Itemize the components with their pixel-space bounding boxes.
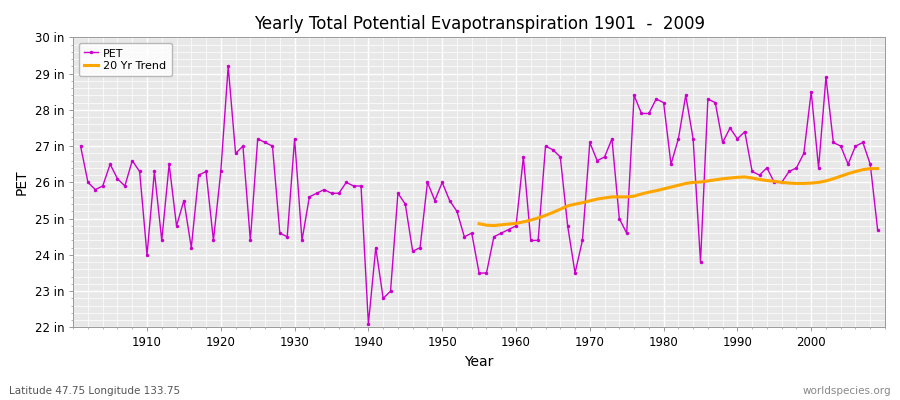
20 Yr Trend (629, 194, 640, 198)
20 Yr Trend (473, 221, 484, 226)
Text: worldspecies.org: worldspecies.org (803, 386, 891, 396)
Legend: PET, 20 Yr Trend: PET, 20 Yr Trend (79, 43, 172, 76)
PET (872, 227, 883, 232)
20 Yr Trend (526, 218, 536, 222)
20 Yr Trend (865, 166, 876, 171)
20 Yr Trend (577, 200, 588, 205)
PET (304, 194, 315, 199)
Line: PET: PET (79, 65, 878, 325)
PET (614, 216, 625, 221)
Y-axis label: PET: PET (15, 170, 29, 195)
PET (348, 184, 359, 188)
PET (134, 169, 145, 174)
20 Yr Trend (489, 223, 500, 228)
PET (223, 64, 234, 69)
PET (526, 238, 536, 243)
Line: 20 Yr Trend: 20 Yr Trend (479, 168, 878, 226)
20 Yr Trend (858, 167, 868, 172)
Title: Yearly Total Potential Evapotranspiration 1901  -  2009: Yearly Total Potential Evapotranspiratio… (254, 15, 705, 33)
20 Yr Trend (555, 207, 566, 212)
PET (363, 321, 374, 326)
20 Yr Trend (835, 174, 846, 179)
20 Yr Trend (872, 166, 883, 171)
PET (76, 144, 86, 148)
PET (518, 154, 529, 159)
Text: Latitude 47.75 Longitude 133.75: Latitude 47.75 Longitude 133.75 (9, 386, 180, 396)
X-axis label: Year: Year (464, 355, 494, 369)
